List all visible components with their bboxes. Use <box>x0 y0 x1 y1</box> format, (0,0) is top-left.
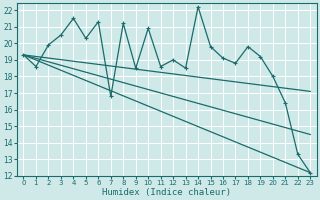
X-axis label: Humidex (Indice chaleur): Humidex (Indice chaleur) <box>102 188 231 197</box>
